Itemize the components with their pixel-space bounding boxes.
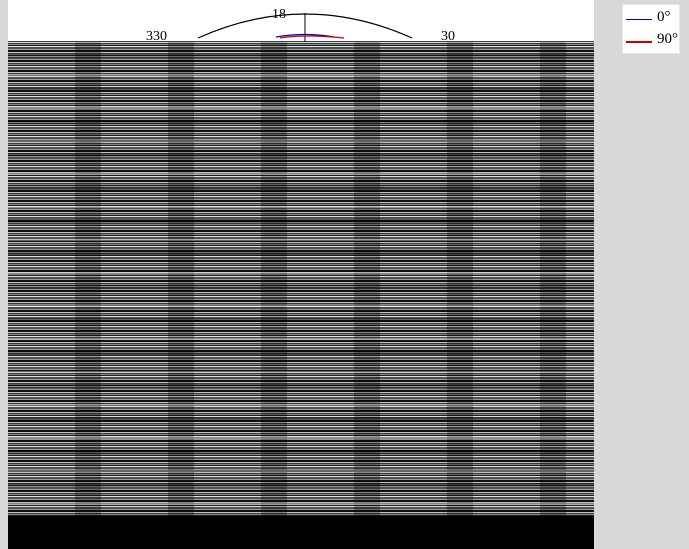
- legend-label-90: 90°: [657, 31, 678, 47]
- corrupted-image-region: [8, 42, 594, 516]
- legend-label-0: 0°: [657, 9, 671, 25]
- legend-swatch-90: [626, 41, 652, 43]
- corrupted-image-streaks: [8, 42, 594, 516]
- legend-item-0: 0°: [623, 9, 679, 29]
- legend-item-90: 90°: [623, 31, 679, 51]
- theta-tick-label-330: 330: [146, 29, 167, 44]
- legend-swatch-0: [626, 19, 652, 20]
- radial-tick-label: 18: [272, 7, 286, 22]
- plot-area: 18 330 30: [8, 0, 594, 549]
- bottom-black-band: [8, 516, 594, 549]
- series-90-trace: [279, 35, 345, 39]
- theta-tick-label-30: 30: [441, 29, 455, 44]
- corrupted-image-noise: [8, 42, 594, 516]
- legend: 0° 90°: [622, 4, 680, 54]
